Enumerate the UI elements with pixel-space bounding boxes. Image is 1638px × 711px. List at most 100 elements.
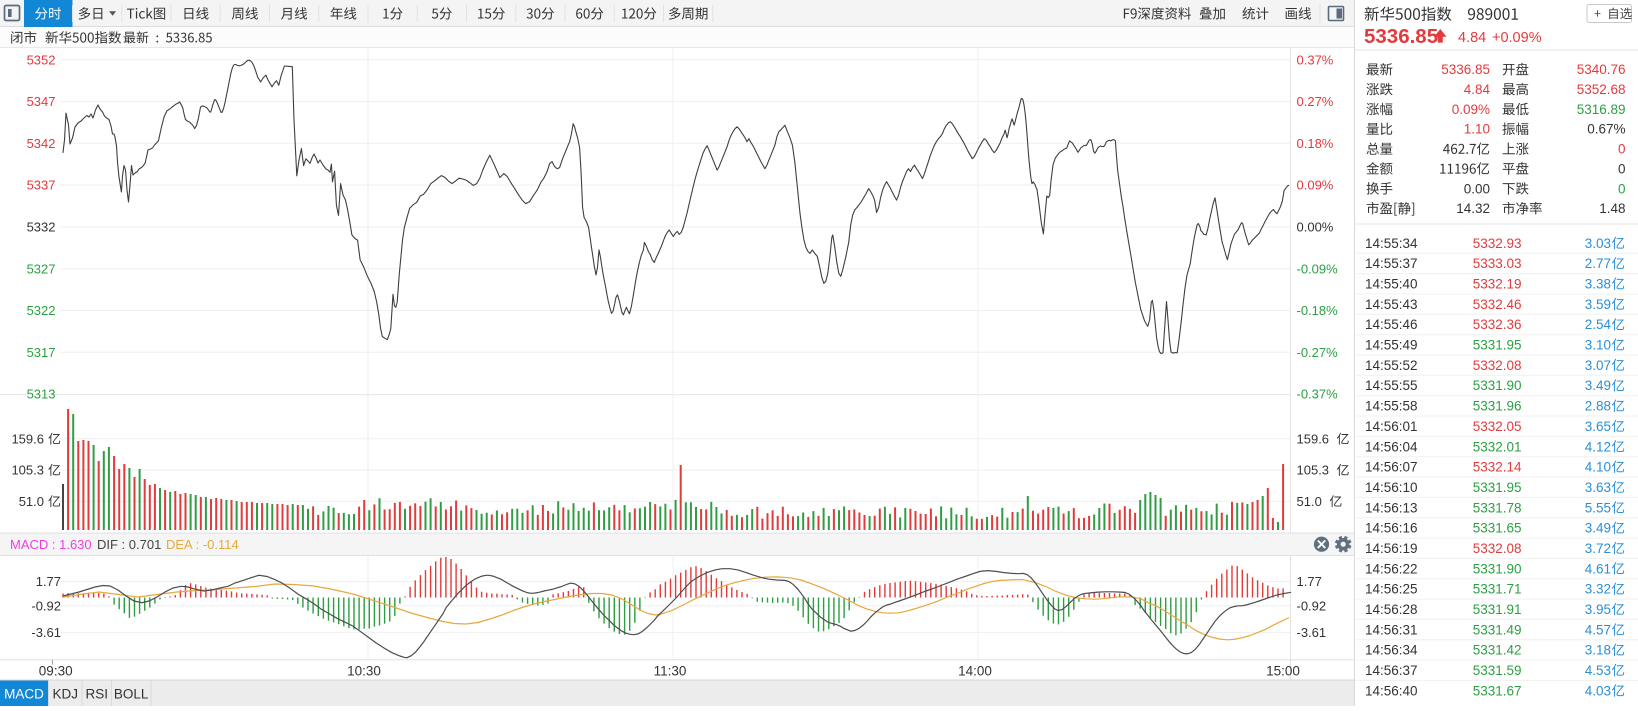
svg-text:0.09%: 0.09% xyxy=(1297,178,1334,193)
svg-text:MACD: MACD xyxy=(4,686,44,701)
svg-text:-0.37%: -0.37% xyxy=(1297,387,1339,402)
svg-text:1.10: 1.10 xyxy=(1464,122,1490,137)
svg-text:1.77: 1.77 xyxy=(1297,574,1322,589)
svg-text:5332.93: 5332.93 xyxy=(1473,236,1522,251)
svg-text:5331.59: 5331.59 xyxy=(1473,663,1522,678)
svg-text:14:56:22: 14:56:22 xyxy=(1365,561,1418,576)
svg-text:5332.19: 5332.19 xyxy=(1473,277,1522,292)
svg-text:5331.42: 5331.42 xyxy=(1473,643,1522,658)
svg-text:-0.92: -0.92 xyxy=(1297,598,1327,613)
svg-text:3.65: 3.65 xyxy=(1585,419,1611,434)
svg-text:-3.61: -3.61 xyxy=(1297,625,1327,640)
svg-text:5352.68: 5352.68 xyxy=(1577,82,1626,97)
svg-text:14:55:40: 14:55:40 xyxy=(1365,277,1418,292)
svg-text:KDJ: KDJ xyxy=(52,686,78,701)
svg-text:5336.85: 5336.85 xyxy=(1441,62,1490,77)
svg-text:105.3: 105.3 xyxy=(1297,463,1330,478)
svg-text:14:55:43: 14:55:43 xyxy=(1365,297,1418,312)
svg-text:4.84: 4.84 xyxy=(1458,30,1486,46)
svg-text:159.6: 159.6 xyxy=(11,431,44,446)
svg-text:5331.90: 5331.90 xyxy=(1473,378,1522,393)
svg-text:14:56:04: 14:56:04 xyxy=(1365,439,1418,454)
svg-text:5332.08: 5332.08 xyxy=(1473,541,1522,556)
svg-text:5332.46: 5332.46 xyxy=(1473,297,1522,312)
svg-text:4.03: 4.03 xyxy=(1585,683,1611,698)
svg-text:5331.49: 5331.49 xyxy=(1473,622,1522,637)
svg-text:5333.03: 5333.03 xyxy=(1473,256,1522,271)
svg-text:0.00: 0.00 xyxy=(1464,181,1490,196)
svg-text:0.27%: 0.27% xyxy=(1297,94,1334,109)
svg-text:51.0: 51.0 xyxy=(19,494,44,509)
svg-text:14:56:37: 14:56:37 xyxy=(1365,663,1418,678)
svg-text:4.57: 4.57 xyxy=(1585,622,1611,637)
svg-text:0.09%: 0.09% xyxy=(1452,102,1490,117)
svg-text:0.37%: 0.37% xyxy=(1297,52,1334,67)
svg-text:2.54: 2.54 xyxy=(1585,317,1612,332)
svg-text:3.49: 3.49 xyxy=(1585,378,1611,393)
svg-text:-0.92: -0.92 xyxy=(31,598,61,613)
svg-text:3.38: 3.38 xyxy=(1585,277,1611,292)
svg-text:0: 0 xyxy=(1618,161,1626,176)
svg-text:3.10: 3.10 xyxy=(1585,338,1611,353)
svg-text:5327: 5327 xyxy=(27,261,56,276)
svg-text:BOLL: BOLL xyxy=(114,686,149,701)
svg-text:14:56:19: 14:56:19 xyxy=(1365,541,1418,556)
svg-text:MACD : 1.630: MACD : 1.630 xyxy=(10,537,92,552)
svg-text:+0.09%: +0.09% xyxy=(1492,30,1542,46)
svg-text:159.6: 159.6 xyxy=(1297,431,1330,446)
svg-text:14:55:52: 14:55:52 xyxy=(1365,358,1418,373)
svg-text:5332.05: 5332.05 xyxy=(1473,419,1522,434)
svg-text:5331.91: 5331.91 xyxy=(1473,602,1522,617)
svg-text:5331.78: 5331.78 xyxy=(1473,500,1522,515)
svg-text:5331.67: 5331.67 xyxy=(1473,683,1522,698)
svg-text:5.55: 5.55 xyxy=(1585,500,1611,515)
svg-text:14:55:37: 14:55:37 xyxy=(1365,256,1418,271)
svg-text:10:30: 10:30 xyxy=(347,663,381,678)
svg-text:15:00: 15:00 xyxy=(1266,663,1300,678)
svg-text:14:56:16: 14:56:16 xyxy=(1365,521,1418,536)
svg-text:105.3: 105.3 xyxy=(11,463,44,478)
svg-text:0: 0 xyxy=(1618,142,1626,157)
svg-text:51.0: 51.0 xyxy=(1297,494,1322,509)
svg-text:DEA : -0.114: DEA : -0.114 xyxy=(166,537,239,552)
svg-text:RSI: RSI xyxy=(86,686,109,701)
svg-text:5316.89: 5316.89 xyxy=(1577,102,1626,117)
svg-text:5337: 5337 xyxy=(27,178,56,193)
svg-text:14:00: 14:00 xyxy=(958,663,992,678)
svg-text:3.32: 3.32 xyxy=(1585,582,1611,597)
svg-text:5313: 5313 xyxy=(27,387,56,402)
svg-text:11:30: 11:30 xyxy=(654,663,687,678)
svg-text:-3.61: -3.61 xyxy=(31,625,61,640)
svg-text:4.10: 4.10 xyxy=(1585,460,1611,475)
svg-text:3.59: 3.59 xyxy=(1585,297,1611,312)
svg-text:5317: 5317 xyxy=(27,345,56,360)
svg-text:5332.01: 5332.01 xyxy=(1473,439,1522,454)
svg-text:14:55:55: 14:55:55 xyxy=(1365,378,1418,393)
svg-text:5340.76: 5340.76 xyxy=(1577,62,1626,77)
svg-text:-0.18%: -0.18% xyxy=(1297,303,1339,318)
svg-text:0.00%: 0.00% xyxy=(1297,220,1334,235)
svg-text:3.49: 3.49 xyxy=(1585,521,1611,536)
svg-text:3.95: 3.95 xyxy=(1585,602,1611,617)
svg-text:DIF : 0.701: DIF : 0.701 xyxy=(97,537,161,552)
svg-text:14:55:34: 14:55:34 xyxy=(1365,236,1418,251)
svg-text:4.84: 4.84 xyxy=(1464,82,1491,97)
svg-text:5331.95: 5331.95 xyxy=(1473,338,1522,353)
svg-text:4.12: 4.12 xyxy=(1585,439,1611,454)
svg-text:14:56:25: 14:56:25 xyxy=(1365,582,1418,597)
svg-text:3.03: 3.03 xyxy=(1585,236,1611,251)
svg-text:5332.14: 5332.14 xyxy=(1473,460,1522,475)
svg-text:14:56:13: 14:56:13 xyxy=(1365,500,1418,515)
svg-text:0: 0 xyxy=(1618,181,1626,196)
svg-text:2.77: 2.77 xyxy=(1585,256,1611,271)
svg-text:0.18%: 0.18% xyxy=(1297,136,1334,151)
svg-text:14:56:34: 14:56:34 xyxy=(1365,643,1418,658)
svg-text:14:56:31: 14:56:31 xyxy=(1365,622,1418,637)
svg-text:14:56:10: 14:56:10 xyxy=(1365,480,1418,495)
svg-text:3.63: 3.63 xyxy=(1585,480,1611,495)
svg-text:5332.36: 5332.36 xyxy=(1473,317,1522,332)
svg-text:09:30: 09:30 xyxy=(39,663,73,678)
svg-text:5332.08: 5332.08 xyxy=(1473,358,1522,373)
svg-text:0.67%: 0.67% xyxy=(1587,122,1625,137)
svg-text:3.07: 3.07 xyxy=(1585,358,1611,373)
